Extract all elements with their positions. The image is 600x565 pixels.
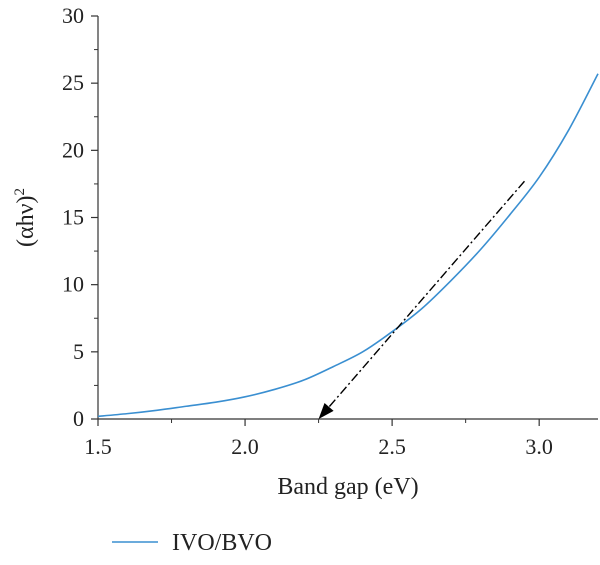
tangent-arrowhead bbox=[318, 402, 334, 419]
y-tick-label: 0 bbox=[73, 406, 84, 431]
labels-layer: Band gap (eV) (αhν)2 bbox=[12, 188, 419, 500]
y-tick-label: 30 bbox=[62, 3, 84, 28]
y-tick-label: 5 bbox=[73, 339, 84, 364]
x-tick-label: 2.5 bbox=[378, 434, 406, 459]
x-tick-label: 2.0 bbox=[231, 434, 259, 459]
series-line-0 bbox=[97, 73, 599, 418]
legend-label: IVO/BVO bbox=[172, 530, 272, 556]
tangent-line bbox=[328, 180, 525, 408]
x-axis-label: Band gap (eV) bbox=[277, 474, 418, 500]
x-tick-label: 3.0 bbox=[525, 434, 553, 459]
annotation-layer bbox=[318, 180, 525, 419]
y-tick-label: 25 bbox=[62, 70, 84, 95]
series-layer bbox=[97, 73, 599, 418]
y-axis-label-main: (αhν) bbox=[13, 196, 39, 247]
y-tick-label: 10 bbox=[62, 272, 84, 297]
y-axis-label: (αhν)2 bbox=[12, 188, 39, 247]
axes-layer: 0 5 10 15 20 25 30 1.5 2.0 2.5 3.0 bbox=[62, 3, 598, 459]
y-axis-label-superscript: 2 bbox=[12, 188, 28, 196]
x-tick-label: 1.5 bbox=[84, 434, 112, 459]
legend: IVO/BVO bbox=[112, 530, 272, 556]
y-tick-label: 15 bbox=[62, 205, 84, 230]
y-tick-label: 20 bbox=[62, 137, 84, 162]
